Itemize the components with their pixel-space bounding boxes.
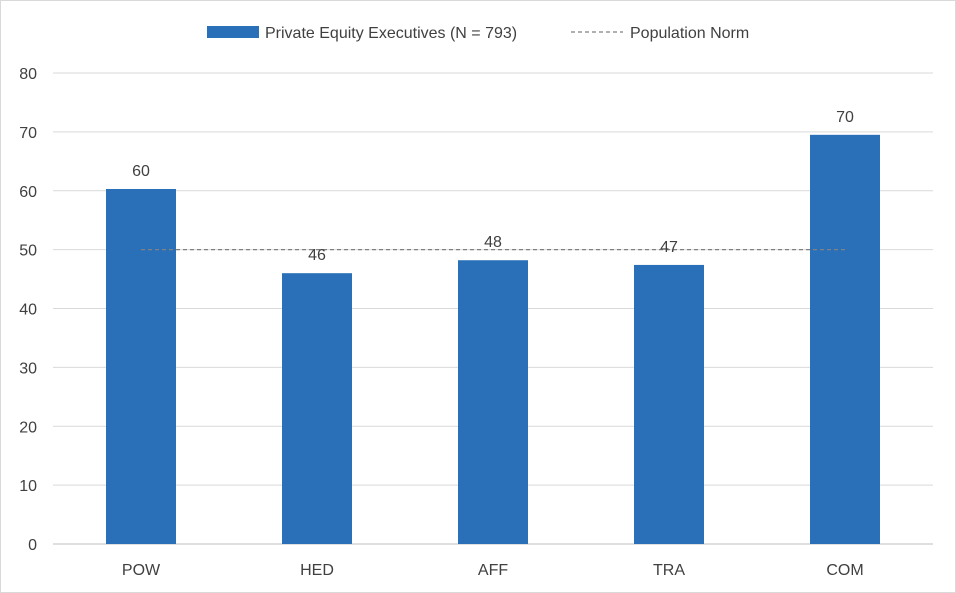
- bar-aff: [458, 260, 528, 544]
- category-label-hed: HED: [300, 562, 334, 579]
- y-tick-label-70: 70: [19, 125, 37, 142]
- y-tick-label-0: 0: [28, 537, 37, 554]
- bar-tra: [634, 264, 704, 544]
- y-tick-label-20: 20: [19, 419, 37, 436]
- data-label-tra: 47: [660, 239, 678, 256]
- y-axis-tick-labels: 0 10 20 30 40 50 60 70 80: [19, 66, 37, 554]
- legend-label-bars: Private Equity Executives (N = 793): [265, 25, 517, 42]
- category-label-com: COM: [826, 562, 863, 579]
- bar-com: [810, 134, 880, 544]
- category-label-aff: AFF: [478, 562, 508, 579]
- y-tick-label-30: 30: [19, 360, 37, 377]
- legend-swatch-bars: [207, 26, 259, 38]
- bar-hed: [282, 273, 352, 544]
- category-label-pow: POW: [122, 562, 161, 579]
- bars: [106, 134, 880, 544]
- data-label-hed: 46: [308, 247, 326, 264]
- y-tick-label-10: 10: [19, 478, 37, 495]
- legend: Private Equity Executives (N = 793) Popu…: [207, 25, 749, 42]
- legend-label-population-norm: Population Norm: [630, 25, 749, 42]
- y-tick-label-50: 50: [19, 243, 37, 260]
- y-tick-label-60: 60: [19, 184, 37, 201]
- y-tick-label-40: 40: [19, 302, 37, 319]
- bar-pow: [106, 188, 176, 544]
- data-labels: 60 46 48 47 70: [132, 109, 854, 264]
- y-tick-label-80: 80: [19, 66, 37, 83]
- data-label-com: 70: [836, 109, 854, 126]
- category-label-tra: TRA: [653, 562, 685, 579]
- data-label-pow: 60: [132, 163, 150, 180]
- data-label-aff: 48: [484, 234, 502, 251]
- x-axis-category-labels: POW HED AFF TRA COM: [122, 562, 864, 579]
